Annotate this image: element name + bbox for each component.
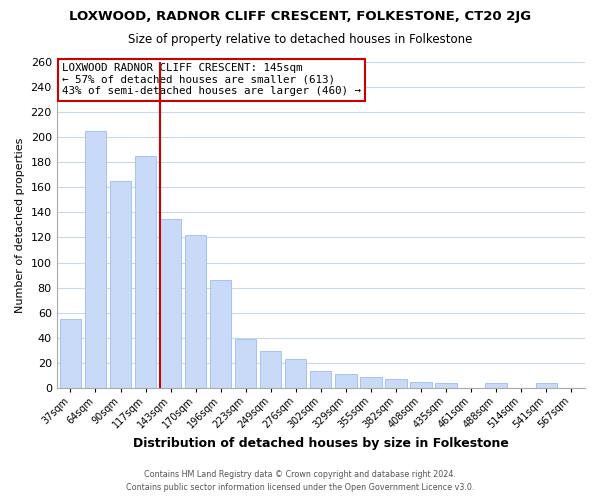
Bar <box>110 181 131 388</box>
Bar <box>335 374 356 388</box>
X-axis label: Distribution of detached houses by size in Folkestone: Distribution of detached houses by size … <box>133 437 509 450</box>
Bar <box>85 130 106 388</box>
Bar <box>385 380 407 388</box>
Bar <box>285 360 307 388</box>
Bar <box>485 383 507 388</box>
Y-axis label: Number of detached properties: Number of detached properties <box>15 137 25 312</box>
Text: Size of property relative to detached houses in Folkestone: Size of property relative to detached ho… <box>128 32 472 46</box>
Bar <box>60 319 81 388</box>
Bar <box>210 280 232 388</box>
Bar <box>436 383 457 388</box>
Bar <box>185 235 206 388</box>
Bar <box>360 377 382 388</box>
Bar <box>135 156 156 388</box>
Text: LOXWOOD RADNOR CLIFF CRESCENT: 145sqm
← 57% of detached houses are smaller (613): LOXWOOD RADNOR CLIFF CRESCENT: 145sqm ← … <box>62 63 361 96</box>
Bar <box>410 382 431 388</box>
Bar <box>310 370 331 388</box>
Bar <box>260 350 281 388</box>
Bar <box>160 218 181 388</box>
Bar <box>235 339 256 388</box>
Bar <box>536 383 557 388</box>
Text: Contains HM Land Registry data © Crown copyright and database right 2024.
Contai: Contains HM Land Registry data © Crown c… <box>126 470 474 492</box>
Text: LOXWOOD, RADNOR CLIFF CRESCENT, FOLKESTONE, CT20 2JG: LOXWOOD, RADNOR CLIFF CRESCENT, FOLKESTO… <box>69 10 531 23</box>
